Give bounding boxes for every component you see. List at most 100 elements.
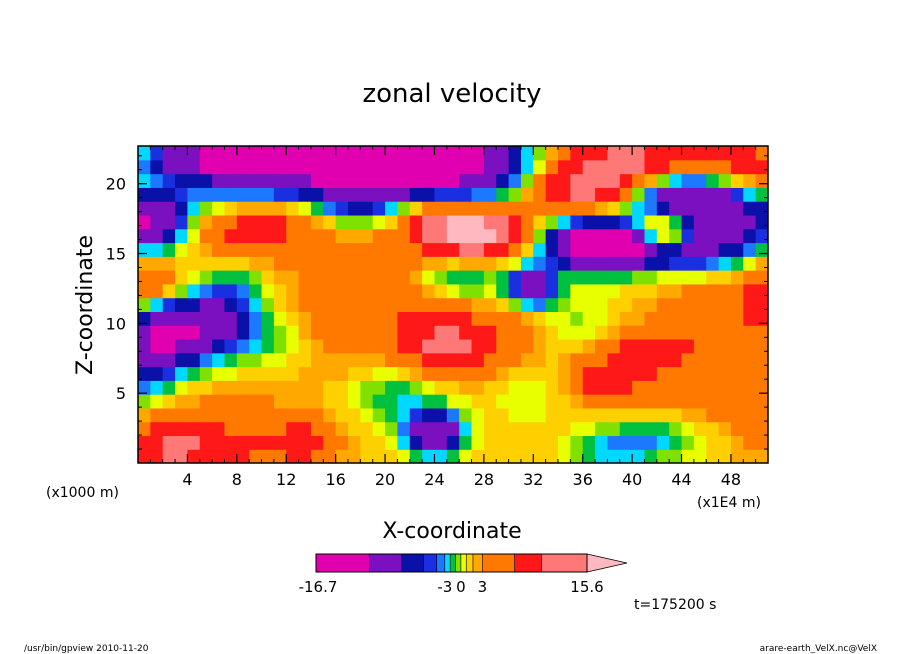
heatmap-cell (138, 449, 151, 463)
heatmap-cell (175, 325, 189, 340)
heatmap-cell (310, 146, 324, 161)
heatmap-cell (681, 283, 695, 299)
heatmap-cell (730, 394, 744, 409)
heatmap-cell (385, 187, 399, 202)
heatmap-cell (730, 146, 744, 161)
heatmap-cell (496, 214, 510, 230)
heatmap-cell (446, 338, 460, 354)
colorbar-extend-arrow (586, 553, 628, 573)
heatmap-cell (138, 352, 151, 368)
heatmap-cell (286, 242, 300, 257)
heatmap-cell (595, 435, 609, 450)
heatmap-cell (298, 283, 312, 299)
heatmap-cell (199, 228, 213, 244)
heatmap-cell (545, 311, 559, 326)
heatmap-cell (162, 283, 176, 299)
heatmap-cell (669, 338, 683, 354)
colorbar-label: 0 (456, 578, 466, 596)
heatmap-cell (730, 228, 744, 244)
heatmap-cell (261, 297, 275, 312)
heatmap-cell (644, 338, 658, 354)
heatmap-cell (755, 407, 768, 423)
heatmap-cell (249, 297, 263, 312)
heatmap-cell (656, 187, 670, 202)
heatmap-cell (595, 270, 609, 285)
heatmap-cell (570, 449, 584, 463)
heatmap-cell (224, 187, 238, 202)
heatmap-cell (187, 380, 201, 395)
heatmap-cell (372, 201, 386, 216)
heatmap-cell (496, 297, 510, 312)
heatmap-cell (224, 338, 238, 354)
heatmap-cell (681, 146, 695, 161)
heatmap-cell (298, 338, 312, 354)
heatmap-cell (483, 159, 497, 175)
heatmap-cell (743, 338, 757, 354)
heatmap-cell (570, 173, 584, 188)
heatmap-cell (310, 256, 324, 271)
heatmap-cell (385, 283, 399, 299)
heatmap-cell (187, 228, 201, 244)
heatmap-cell (483, 201, 497, 216)
heatmap-cell (743, 380, 757, 395)
heatmap-cell (162, 270, 176, 285)
heatmap-cell (224, 311, 238, 326)
heatmap-cell (434, 394, 448, 409)
heatmap-cell (187, 214, 201, 230)
heatmap-cell (644, 283, 658, 299)
heatmap-cell (669, 380, 683, 395)
heatmap-cell (409, 283, 423, 299)
heatmap-cell (175, 228, 189, 244)
heatmap-cell (508, 270, 522, 285)
heatmap-cell (150, 394, 164, 409)
heatmap-cell (372, 311, 386, 326)
heatmap-cell (459, 214, 473, 230)
heatmap-cell (199, 297, 213, 312)
heatmap-cell (236, 283, 250, 299)
heatmap-cell (693, 380, 707, 395)
heatmap-cell (520, 242, 534, 257)
heatmap-cell (669, 394, 683, 409)
y-tick-label: 10 (106, 314, 126, 333)
heatmap-cell (298, 187, 312, 202)
heatmap-cell (533, 270, 547, 285)
heatmap-cell (397, 394, 411, 409)
heatmap-cell (348, 449, 361, 463)
heatmap-cell (619, 338, 633, 354)
heatmap-cell (397, 449, 411, 463)
heatmap-cell (483, 297, 497, 312)
heatmap-cell (483, 366, 497, 381)
heatmap-cell (693, 435, 707, 450)
heatmap-cell (496, 311, 510, 326)
heatmap-cell (459, 256, 473, 271)
heatmap-cell (397, 380, 411, 395)
heatmap-cell (397, 270, 411, 285)
heatmap-cell (644, 214, 658, 230)
heatmap-cell (385, 214, 399, 230)
heatmap-cell (187, 173, 201, 188)
heatmap-cell (249, 256, 263, 271)
heatmap-cell (175, 146, 189, 161)
heatmap-cell (607, 187, 621, 202)
heatmap-cell (199, 325, 213, 340)
heatmap-cell (619, 228, 633, 244)
heatmap-cell (360, 394, 374, 409)
heatmap-cell (409, 421, 423, 437)
heatmap-cell (730, 159, 744, 175)
heatmap-cell (730, 311, 744, 326)
heatmap-cell (595, 366, 609, 381)
heatmap-cell (236, 228, 250, 244)
heatmap-cell (323, 311, 337, 326)
heatmap-cell (422, 352, 436, 368)
heatmap-cell (730, 366, 744, 381)
heatmap-cell (730, 407, 744, 423)
heatmap-cell (471, 435, 485, 450)
heatmap-cell (533, 407, 547, 423)
heatmap-cell (755, 201, 768, 216)
heatmap-cell (150, 214, 164, 230)
heatmap-cell (261, 228, 275, 244)
heatmap-cell (224, 283, 238, 299)
heatmap-cell (138, 325, 151, 340)
heatmap-cell (434, 270, 448, 285)
heatmap-cell (422, 201, 436, 216)
